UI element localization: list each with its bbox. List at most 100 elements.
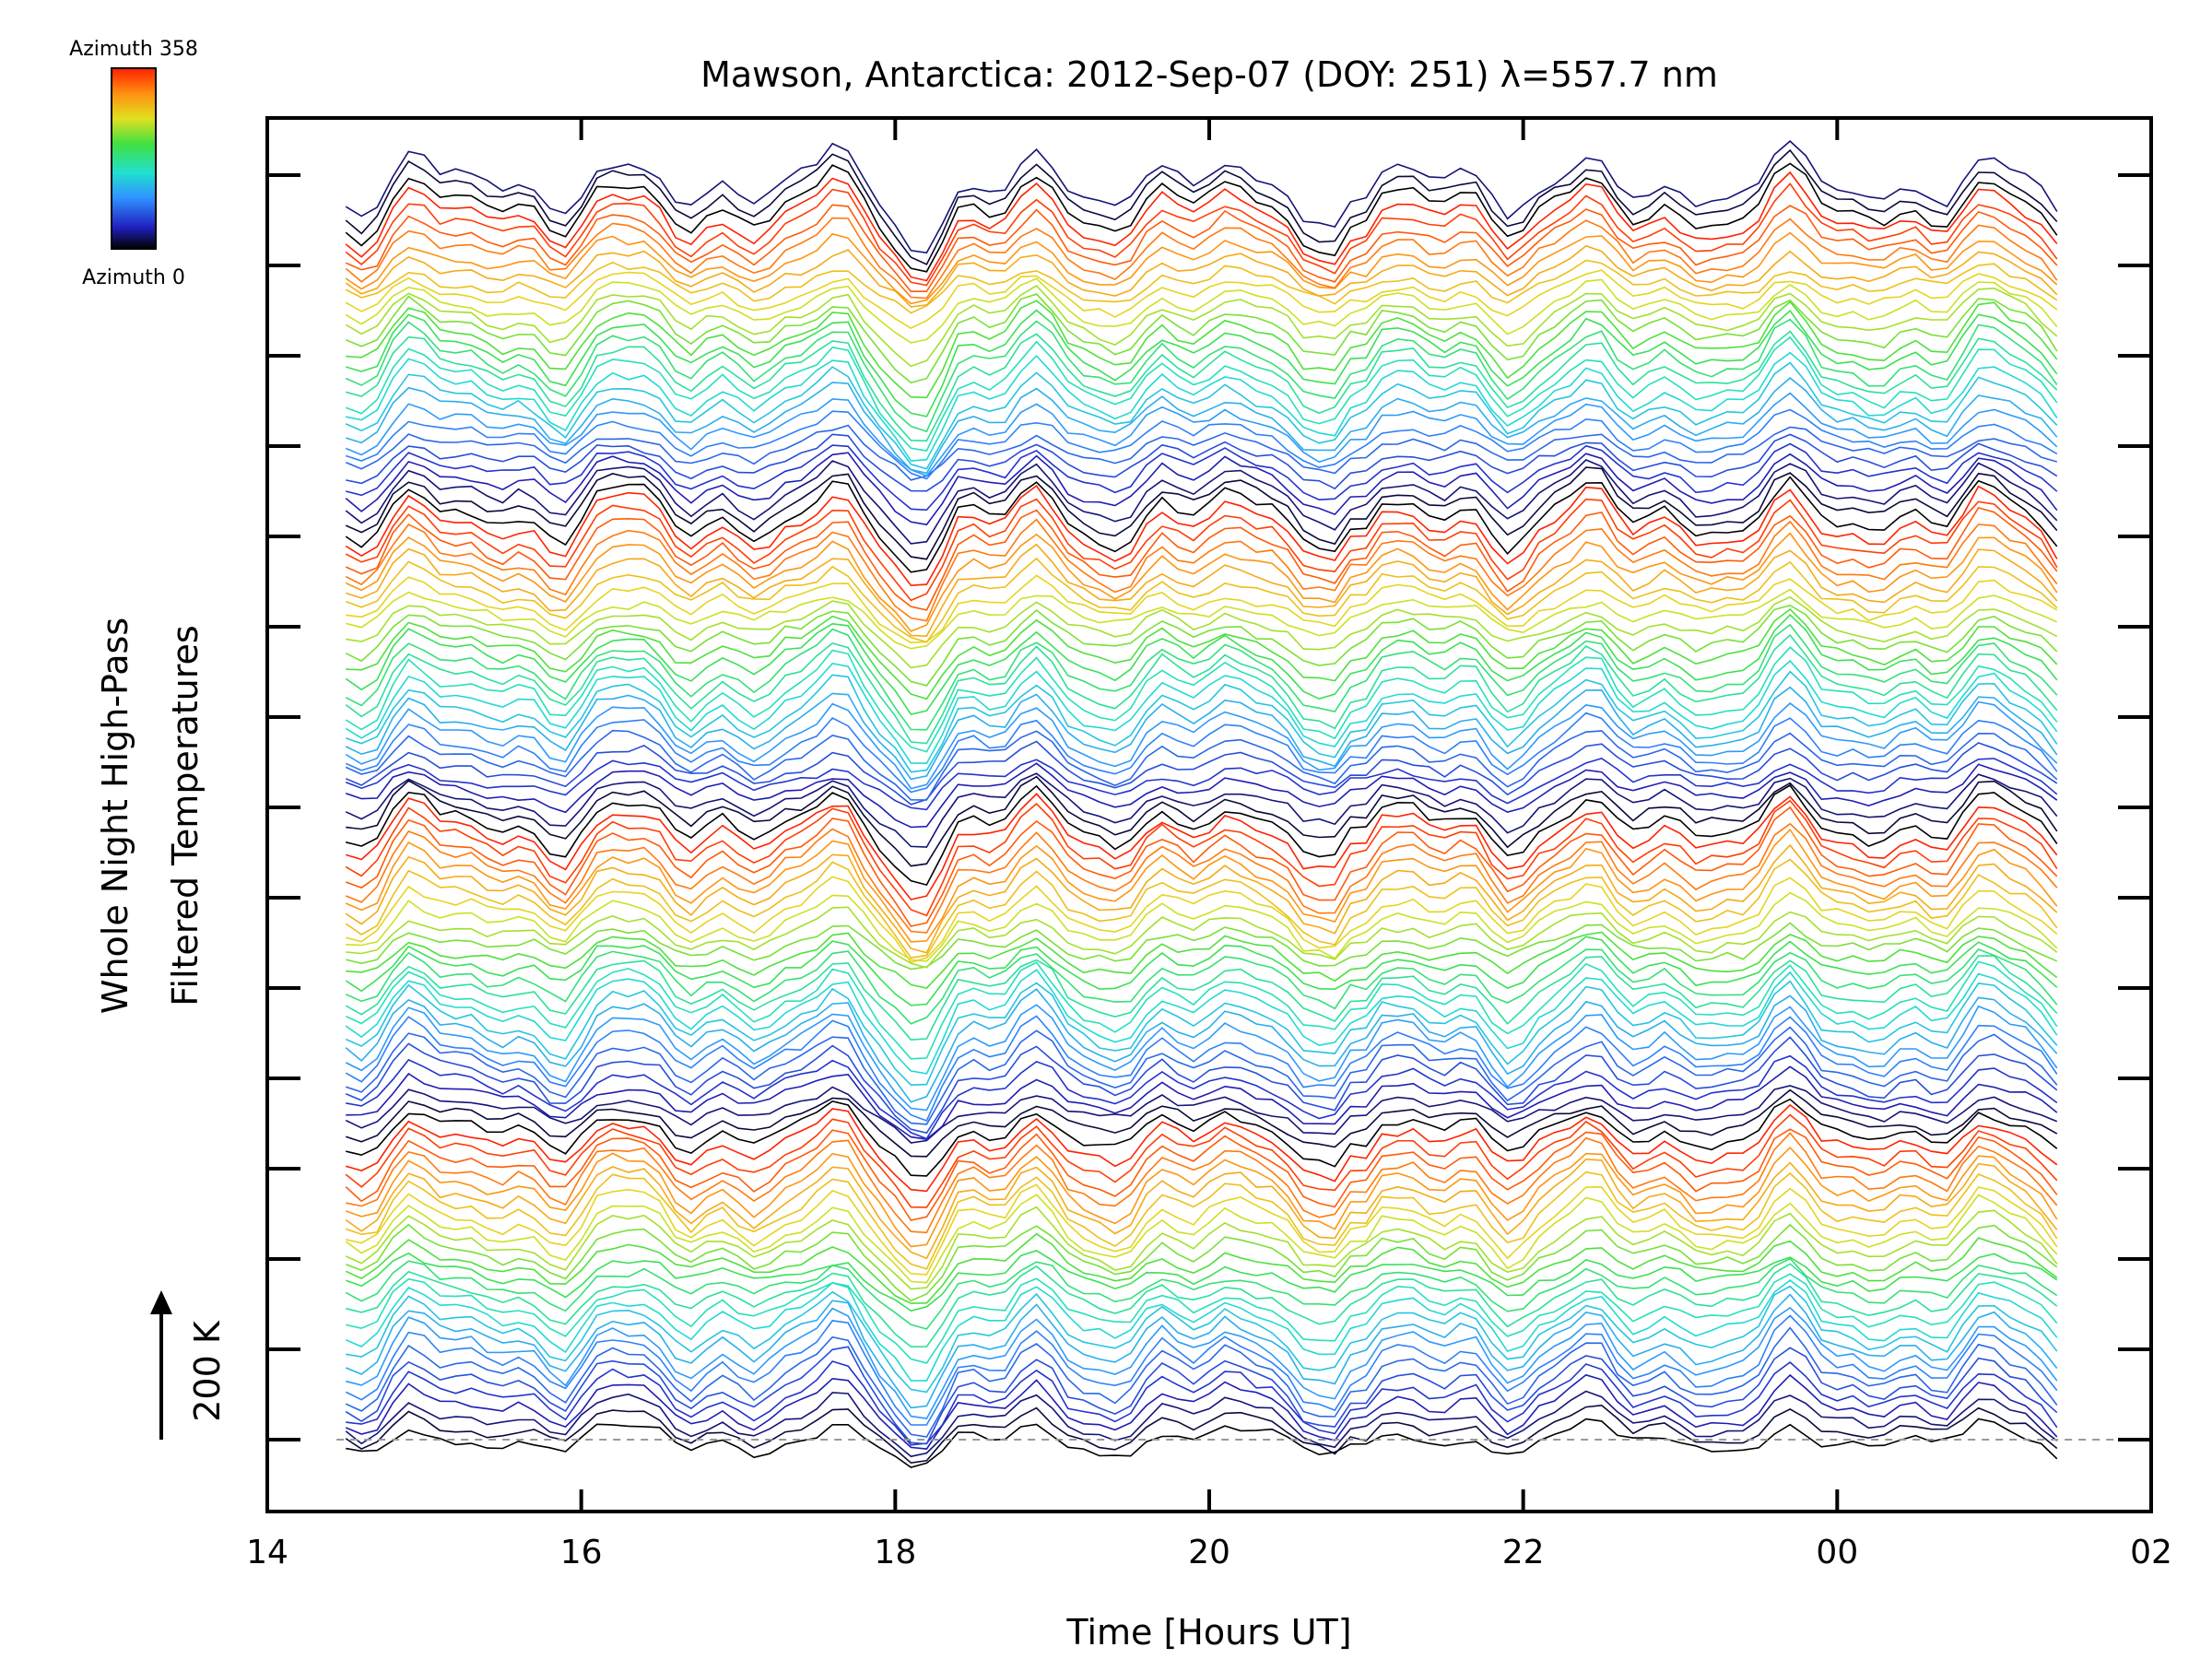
series-line [345,1128,2058,1221]
series-line [345,935,2058,1006]
series-line [345,633,2058,745]
series-line [345,1232,2058,1304]
series-line [345,1223,2058,1302]
scale-indicator: 200 K [150,1290,228,1440]
x-tick-label: 20 [1188,1534,1230,1571]
x-tick-label: 16 [560,1534,603,1571]
series-line [345,858,2058,959]
series-line [345,1171,2058,1270]
x-tick-label: 02 [2130,1534,2172,1571]
y-axis-label: Whole Night High-Pass Filtered Temperatu… [95,618,206,1014]
series-line [345,148,2058,265]
x-tick-label: 00 [1816,1534,1858,1571]
series-line [345,843,2058,954]
series-line [345,532,2058,632]
series-line [345,955,2058,1041]
series-line [345,793,2058,900]
series-line [346,351,2058,462]
series-line [345,1088,2058,1158]
series-line [345,424,2058,481]
series-line [345,623,2058,731]
series-line [345,1036,2058,1135]
series-line [345,309,2058,418]
series-line [346,1306,2058,1419]
colorbar-bottom-label: Azimuth 0 [82,266,185,289]
series-line [345,259,2058,314]
series-line [345,969,2058,1075]
series-line [346,1132,2058,1234]
series-line [345,604,2058,687]
series-line [345,557,2058,643]
x-tick-label: 22 [1502,1534,1545,1571]
series-line [345,408,2058,480]
series-line [345,1390,2058,1458]
series-line [345,613,2058,716]
series-line [345,646,2058,753]
series-line [345,484,2058,587]
series-line [345,269,2058,330]
series-line [345,670,2058,773]
series-line [345,171,2058,282]
series-line [345,1326,2058,1438]
series-line [345,740,2058,806]
series-line [345,476,2058,573]
series-line [345,204,2058,293]
chart-title: Mawson, Antarctica: 2012-Sep-07 (DOY: 25… [700,54,1718,95]
series-line [346,775,2058,867]
scale-arrow-head [150,1290,172,1314]
series-line [345,988,2058,1103]
series-line [345,1026,2058,1125]
series-line [345,1015,2058,1123]
series-line [345,1257,2058,1330]
series-line [346,574,2058,644]
series-line [346,1285,2058,1394]
series-line [345,1404,2058,1465]
series-line [346,1065,2058,1140]
series-line [346,891,2058,962]
series-line [345,452,2058,526]
series-line [346,442,2058,512]
series-line [345,1158,2058,1260]
colorbar-top-label: Azimuth 358 [69,38,198,61]
colorbar-gradient [111,67,157,250]
series-line [345,659,2058,765]
series-line [345,1206,2058,1290]
series-line [346,607,2058,700]
series-line [345,799,2058,917]
series-line [345,335,2058,452]
series-line [345,1314,2058,1426]
series-line [345,459,2058,545]
series-line [346,922,2058,971]
series-line [345,543,2058,638]
series-line [345,806,2058,927]
series-line [346,1263,2058,1348]
series-line [345,822,2058,934]
x-ticks: 14 16 18 20 22 00 02 [246,118,2172,1571]
x-tick-label: 18 [874,1534,916,1571]
series-line [345,1113,2058,1208]
series-line [345,140,2058,254]
series-line [346,906,2058,969]
series-line [345,686,2058,781]
series-line [345,1146,2058,1248]
series-line [345,217,2058,300]
series-line [345,518,2058,622]
y-axis-label-line1: Whole Night High-Pass [95,618,135,1014]
series-line [345,293,2058,384]
series-line [346,1273,2058,1364]
series-line [345,1279,2058,1382]
series-line [345,318,2058,433]
series-line [346,783,2058,887]
x-tick-label: 14 [246,1534,288,1571]
series-line [345,1004,2058,1112]
series-line [345,700,2058,790]
series-line [345,980,2058,1087]
series-line [346,433,2058,492]
series-line [345,1250,2058,1312]
series-line [345,376,2058,475]
series-line [345,1194,2058,1284]
series-line [345,466,2058,560]
series-layer [345,140,2058,1468]
series-line [345,244,2058,308]
series-line [345,712,2058,794]
